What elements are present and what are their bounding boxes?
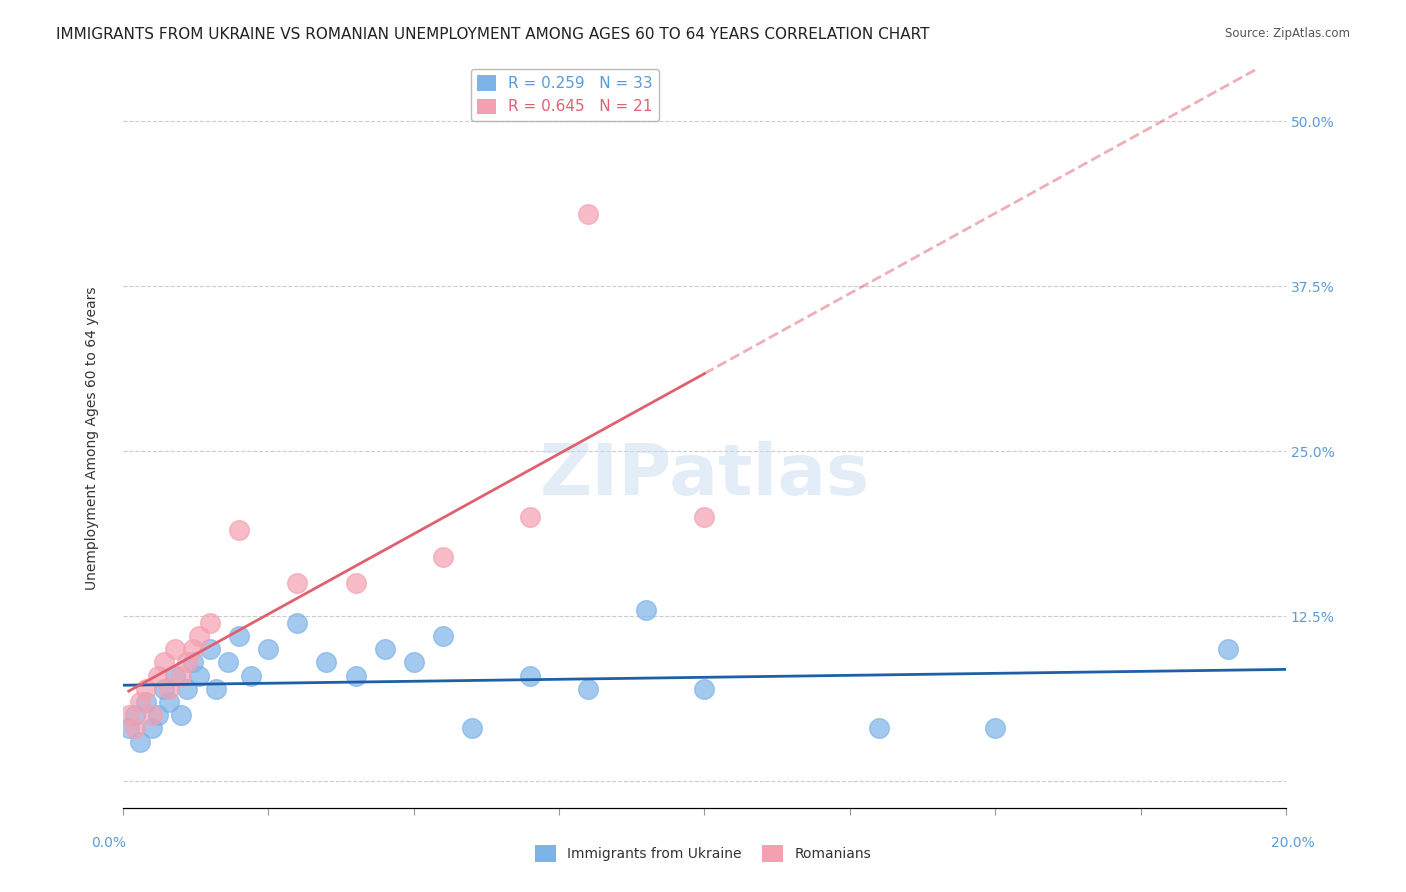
Point — [576, 207, 599, 221]
Point — [129, 734, 152, 748]
Point — [519, 510, 541, 524]
Point — [181, 656, 204, 670]
Point — [693, 510, 716, 524]
Point — [198, 642, 221, 657]
Point — [187, 668, 209, 682]
Legend: Immigrants from Ukraine, Romanians: Immigrants from Ukraine, Romanians — [530, 839, 876, 867]
Point — [118, 708, 141, 723]
Point — [141, 708, 163, 723]
Point — [374, 642, 396, 657]
Point — [228, 524, 250, 538]
Point — [135, 695, 157, 709]
Text: 0.0%: 0.0% — [91, 836, 127, 850]
Point — [176, 656, 198, 670]
Point — [432, 549, 454, 564]
Point — [636, 602, 658, 616]
Point — [159, 695, 181, 709]
Point — [146, 668, 169, 682]
Point — [129, 695, 152, 709]
Point — [693, 681, 716, 696]
Point — [519, 668, 541, 682]
Point — [868, 722, 890, 736]
Point — [124, 708, 146, 723]
Point — [165, 668, 187, 682]
Point — [217, 656, 239, 670]
Point — [228, 629, 250, 643]
Point — [287, 576, 309, 591]
Point — [257, 642, 280, 657]
Text: Source: ZipAtlas.com: Source: ZipAtlas.com — [1225, 27, 1350, 40]
Point — [170, 668, 193, 682]
Point — [461, 722, 484, 736]
Point — [146, 708, 169, 723]
Point — [152, 656, 174, 670]
Legend: R = 0.259   N = 33, R = 0.645   N = 21: R = 0.259 N = 33, R = 0.645 N = 21 — [471, 69, 658, 120]
Point — [344, 668, 367, 682]
Point — [576, 681, 599, 696]
Y-axis label: Unemployment Among Ages 60 to 64 years: Unemployment Among Ages 60 to 64 years — [86, 286, 100, 590]
Point — [402, 656, 425, 670]
Point — [432, 629, 454, 643]
Point — [170, 708, 193, 723]
Point — [141, 722, 163, 736]
Point — [176, 681, 198, 696]
Point — [198, 615, 221, 630]
Text: 20.0%: 20.0% — [1271, 836, 1315, 850]
Point — [344, 576, 367, 591]
Point — [135, 681, 157, 696]
Point — [187, 629, 209, 643]
Point — [118, 722, 141, 736]
Point — [315, 656, 337, 670]
Point — [984, 722, 1007, 736]
Point — [181, 642, 204, 657]
Point — [205, 681, 228, 696]
Point — [165, 642, 187, 657]
Point — [159, 681, 181, 696]
Point — [239, 668, 262, 682]
Text: ZIPatlas: ZIPatlas — [540, 441, 869, 509]
Text: IMMIGRANTS FROM UKRAINE VS ROMANIAN UNEMPLOYMENT AMONG AGES 60 TO 64 YEARS CORRE: IMMIGRANTS FROM UKRAINE VS ROMANIAN UNEM… — [56, 27, 929, 42]
Point — [152, 681, 174, 696]
Point — [1216, 642, 1239, 657]
Point — [124, 722, 146, 736]
Point — [287, 615, 309, 630]
